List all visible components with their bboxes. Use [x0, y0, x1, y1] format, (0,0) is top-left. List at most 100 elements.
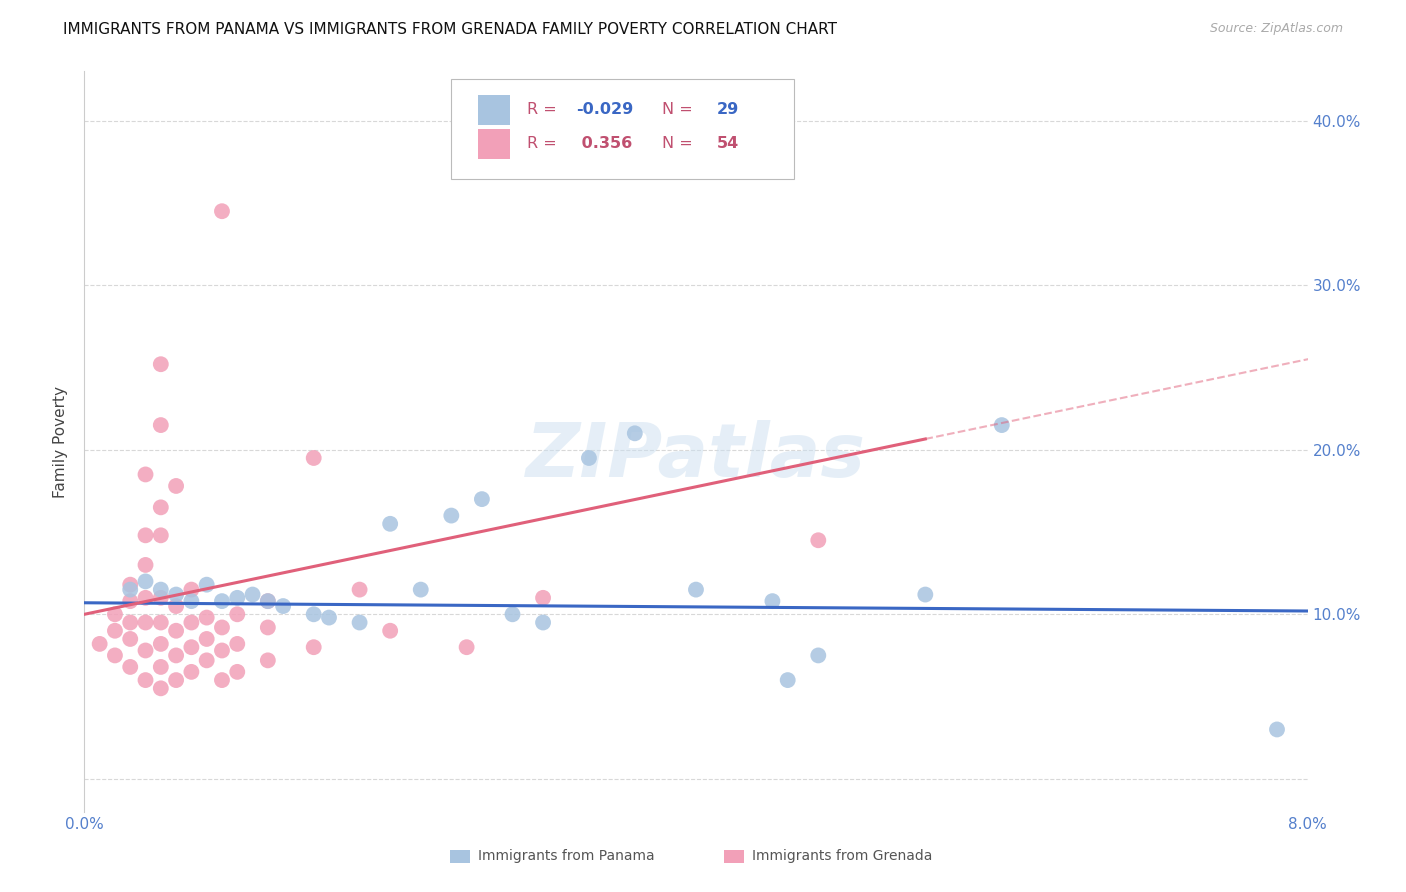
- Point: [104, 624, 127, 638]
- Point: [135, 591, 157, 605]
- Text: R =: R =: [527, 103, 557, 118]
- Point: [180, 665, 202, 679]
- Point: [149, 615, 172, 630]
- Point: [257, 620, 280, 634]
- Point: [211, 643, 233, 657]
- Point: [165, 479, 187, 493]
- Text: 29: 29: [717, 103, 740, 118]
- Point: [226, 591, 249, 605]
- Point: [271, 599, 294, 613]
- Point: [165, 624, 187, 638]
- Point: [135, 467, 157, 482]
- Point: [302, 640, 325, 655]
- Text: IMMIGRANTS FROM PANAMA VS IMMIGRANTS FROM GRENADA FAMILY POVERTY CORRELATION CHA: IMMIGRANTS FROM PANAMA VS IMMIGRANTS FRO…: [63, 22, 837, 37]
- Point: [149, 591, 172, 605]
- Point: [135, 558, 157, 572]
- Point: [195, 632, 218, 646]
- Point: [165, 599, 187, 613]
- Point: [302, 450, 325, 465]
- Point: [120, 660, 142, 674]
- Point: [380, 516, 402, 531]
- Text: Immigrants from Panama: Immigrants from Panama: [478, 849, 655, 863]
- Point: [257, 594, 280, 608]
- Point: [257, 653, 280, 667]
- Point: [135, 615, 157, 630]
- Text: R =: R =: [527, 136, 557, 152]
- FancyBboxPatch shape: [478, 95, 510, 125]
- Point: [409, 582, 432, 597]
- Point: [135, 574, 157, 589]
- Text: 54: 54: [717, 136, 740, 152]
- Point: [991, 418, 1014, 433]
- Text: N =: N =: [662, 136, 693, 152]
- Point: [211, 204, 233, 219]
- Point: [226, 665, 249, 679]
- Point: [149, 500, 172, 515]
- Point: [180, 582, 202, 597]
- Point: [624, 426, 647, 441]
- Text: -0.029: -0.029: [576, 103, 633, 118]
- Point: [807, 533, 830, 548]
- Point: [180, 640, 202, 655]
- Point: [761, 594, 783, 608]
- Text: ZIPatlas: ZIPatlas: [526, 420, 866, 493]
- Point: [302, 607, 325, 622]
- Point: [149, 637, 172, 651]
- Point: [226, 637, 249, 651]
- Point: [120, 615, 142, 630]
- Point: [135, 643, 157, 657]
- Point: [165, 648, 187, 663]
- Point: [149, 582, 172, 597]
- Point: [1265, 723, 1288, 737]
- Text: Immigrants from Grenada: Immigrants from Grenada: [752, 849, 932, 863]
- Point: [149, 528, 172, 542]
- Point: [195, 653, 218, 667]
- Point: [685, 582, 707, 597]
- Point: [211, 594, 233, 608]
- Point: [120, 577, 142, 591]
- Point: [149, 681, 172, 696]
- Point: [120, 594, 142, 608]
- Point: [211, 620, 233, 634]
- Point: [211, 673, 233, 687]
- Point: [89, 637, 111, 651]
- Point: [531, 615, 554, 630]
- Point: [318, 610, 340, 624]
- FancyBboxPatch shape: [478, 129, 510, 159]
- Point: [149, 660, 172, 674]
- Point: [104, 607, 127, 622]
- Point: [257, 594, 280, 608]
- Text: Source: ZipAtlas.com: Source: ZipAtlas.com: [1209, 22, 1343, 36]
- Point: [180, 594, 202, 608]
- Point: [440, 508, 463, 523]
- Point: [380, 624, 402, 638]
- Point: [776, 673, 799, 687]
- Point: [807, 648, 830, 663]
- Point: [120, 582, 142, 597]
- Point: [165, 673, 187, 687]
- Point: [242, 588, 264, 602]
- Point: [149, 418, 172, 433]
- Point: [135, 673, 157, 687]
- Point: [226, 607, 249, 622]
- Point: [531, 591, 554, 605]
- Point: [165, 588, 187, 602]
- Point: [104, 648, 127, 663]
- Point: [149, 357, 172, 371]
- Point: [456, 640, 478, 655]
- FancyBboxPatch shape: [451, 78, 794, 178]
- Text: 0.356: 0.356: [576, 136, 633, 152]
- Text: N =: N =: [662, 103, 693, 118]
- Point: [120, 632, 142, 646]
- Point: [195, 610, 218, 624]
- Point: [471, 492, 494, 507]
- Point: [578, 450, 600, 465]
- Point: [502, 607, 524, 622]
- Point: [914, 588, 936, 602]
- Point: [349, 582, 371, 597]
- Point: [180, 615, 202, 630]
- Point: [349, 615, 371, 630]
- Y-axis label: Family Poverty: Family Poverty: [53, 385, 69, 498]
- Point: [195, 577, 218, 591]
- Point: [135, 528, 157, 542]
